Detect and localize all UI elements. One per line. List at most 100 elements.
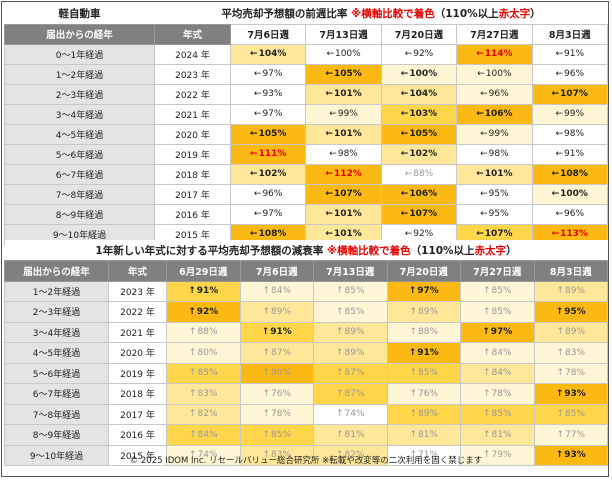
arrow-left-icon: ← (555, 209, 564, 219)
ratio-value: 107% (560, 89, 588, 99)
arrow-up-icon: ↑ (262, 347, 271, 358)
ratio-cell: ←101% (305, 123, 382, 145)
ratio-cell: ↑85% (313, 301, 388, 323)
ratio-value: 87% (344, 368, 365, 379)
ratio-cell: ↑89% (313, 321, 388, 343)
arrow-left-icon: ← (404, 229, 413, 239)
ratio-cell: ↑76% (386, 383, 461, 405)
elapsed-label: 7～8年経過 (4, 403, 109, 425)
arrow-left-icon: ← (476, 229, 484, 239)
ratio-value: 108% (560, 169, 588, 179)
ratio-value: 95% (564, 306, 586, 317)
ratio-value: 106% (484, 109, 513, 119)
arrow-up-icon: ↑ (262, 409, 271, 420)
arrow-left-icon: ← (325, 209, 333, 219)
arrow-up-icon: ↑ (409, 306, 418, 317)
table-row: 6～7年経過 2018 年 ←102% ←112% ←88% ←101% ←108% (4, 163, 609, 185)
ratio-value: 74% (344, 409, 365, 420)
arrow-up-icon: ↑ (482, 450, 491, 461)
ratio-cell: ←99% (305, 103, 382, 125)
arrow-left-icon: ← (404, 49, 413, 59)
ratio-value: 97% (417, 286, 439, 297)
arrow-left-icon: ← (555, 129, 564, 139)
arrow-left-icon: ← (325, 189, 333, 199)
arrow-up-icon: ↑ (408, 286, 417, 297)
ratio-cell: ↑85% (460, 403, 535, 425)
ratio-cell: ←91% (531, 143, 609, 165)
ratio-value: 85% (344, 306, 365, 317)
ratio-cell: ↑85% (460, 301, 535, 323)
arrow-left-icon: ← (250, 149, 258, 159)
ratio-value: 79% (491, 450, 512, 461)
ratio-cell: ←100% (456, 63, 533, 85)
model-year: 2021 年 (154, 103, 231, 125)
week-header: 7月13日週 (313, 260, 388, 282)
ratio-cell: ↑85% (239, 424, 314, 446)
ratio-cell: ↑88% (166, 321, 241, 343)
ratio-value: 96% (564, 209, 585, 219)
arrow-left-icon: ← (400, 149, 409, 159)
ratio-cell: ↑89% (313, 342, 388, 364)
arrow-left-icon: ← (253, 69, 262, 79)
ratio-cell: ↑85% (460, 280, 535, 302)
arrow-left-icon: ← (400, 129, 409, 139)
arrow-left-icon: ← (253, 89, 262, 99)
ratio-cell: ↑89% (386, 301, 461, 323)
ratio-cell: ←107% (456, 223, 533, 245)
elapsed-label: 5～6年経過 (4, 143, 155, 165)
arrow-left-icon: ← (250, 129, 258, 139)
ratio-value: 84% (491, 347, 512, 358)
model-year: 2020 年 (154, 123, 231, 145)
week-header: 7月13日週 (305, 23, 382, 45)
ratio-cell: ↑80% (166, 342, 241, 364)
ratio-cell: ←105% (305, 63, 382, 85)
arrow-up-icon: ↑ (409, 368, 418, 379)
arrow-up-icon: ↑ (482, 388, 491, 399)
arrow-up-icon: ↑ (262, 368, 271, 379)
ratio-value: 91% (564, 149, 585, 159)
ratio-value: 99% (564, 109, 585, 119)
ratio-value: 105% (409, 129, 438, 139)
ratio-cell: ←96% (531, 203, 609, 225)
ratio-cell: ↑89% (239, 301, 314, 323)
arrow-up-icon: ↑ (262, 388, 271, 399)
arrow-up-icon: ↑ (556, 429, 565, 440)
elapsed-label: 2～3年経過 (4, 83, 155, 105)
model-year: 2022 年 (154, 83, 231, 105)
arrow-left-icon: ← (400, 89, 409, 99)
arrow-left-icon: ← (400, 209, 409, 219)
arrow-left-icon: ← (400, 189, 409, 199)
arrow-up-icon: ↑ (188, 388, 197, 399)
ratio-value: 85% (565, 409, 586, 420)
ratio-value: 91% (564, 49, 585, 59)
table-row: 8～9年経過 2016 年 ←97% ←101% ←107% ←95% ←96% (4, 203, 609, 225)
arrow-left-icon: ← (551, 189, 560, 199)
ratio-value: 81% (344, 429, 365, 440)
ratio-cell: ↑92% (166, 301, 241, 323)
ratio-cell: ↑84% (239, 280, 314, 302)
ratio-value: 101% (333, 229, 362, 239)
arrow-up-icon: ↑ (482, 306, 491, 317)
arrow-left-icon: ← (325, 89, 333, 99)
ratio-cell: ↑74% (313, 403, 388, 425)
ratio-cell: ←98% (531, 123, 609, 145)
arrow-up-icon: ↑ (482, 347, 491, 358)
ratio-value: 85% (491, 286, 512, 297)
ratio-cell: ↑90% (239, 362, 314, 384)
ratio-value: 83% (565, 347, 586, 358)
ratio-value: 93% (262, 89, 283, 99)
ratio-value: 81% (491, 429, 512, 440)
table-row: 2～3年経過 2022 年 ↑92% ↑89% ↑85% ↑89% ↑85% ↑95% (4, 301, 608, 323)
arrow-up-icon: ↑ (335, 450, 344, 461)
arrow-left-icon: ← (404, 169, 413, 179)
ratio-value: 106% (409, 189, 438, 199)
ratio-cell: ←96% (456, 83, 533, 105)
arrow-up-icon: ↑ (335, 429, 344, 440)
header-year: 年式 (108, 260, 167, 282)
arrow-left-icon: ← (329, 149, 337, 159)
model-year: 2023 年 (154, 63, 231, 85)
ratio-value: 85% (197, 368, 218, 379)
arrow-left-icon: ← (250, 169, 258, 179)
arrow-up-icon: ↑ (555, 450, 564, 461)
ratio-value: 95% (488, 209, 509, 219)
